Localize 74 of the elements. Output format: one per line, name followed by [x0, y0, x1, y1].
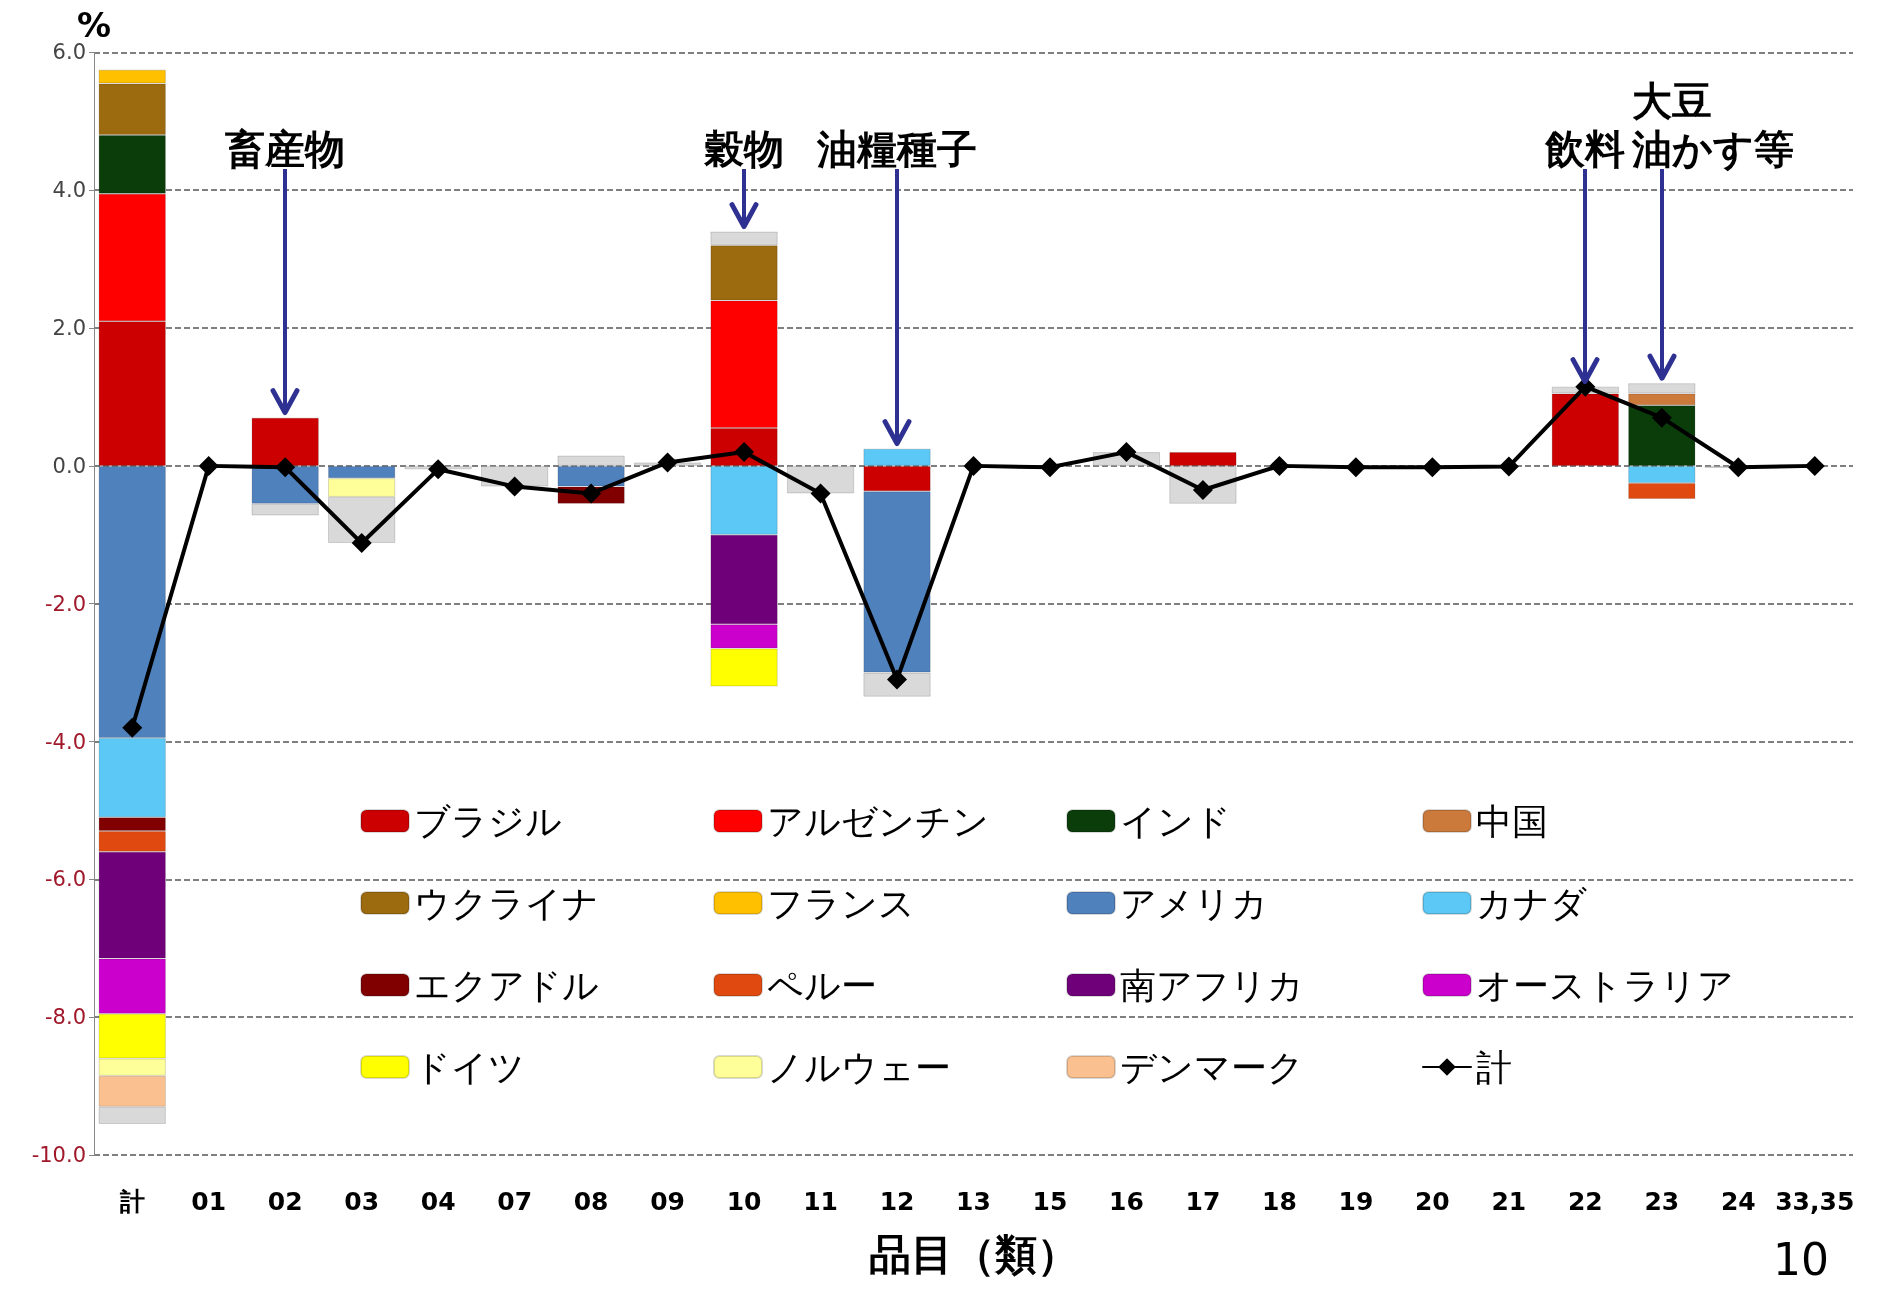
legend-label: 中国	[1476, 800, 1548, 842]
point	[1498, 456, 1519, 477]
legend-label: オーストラリア	[1476, 964, 1734, 1006]
point	[1039, 457, 1060, 478]
point	[351, 533, 372, 554]
y-tick-label: -4.0	[45, 729, 86, 754]
annotation: 穀物	[704, 125, 786, 173]
x-tick-label: 計	[118, 1187, 145, 1216]
point	[810, 483, 831, 504]
point	[1804, 455, 1825, 476]
legend-label: カナダ	[1476, 882, 1587, 924]
point	[122, 717, 143, 738]
point	[504, 476, 525, 497]
legend-label: ノルウェー	[767, 1046, 951, 1088]
legend-label: アメリカ	[1120, 882, 1268, 924]
point	[1116, 442, 1137, 463]
y-tick-label: -8.0	[45, 1005, 86, 1030]
annotation: 飲料	[1545, 125, 1627, 173]
legend-label: ブラジル	[414, 800, 562, 842]
y-tick-label: 2.0	[52, 316, 86, 341]
x-tick-label: 22	[1567, 1187, 1603, 1216]
text: 10	[1773, 1233, 1830, 1285]
y-tick-label: 0.0	[52, 453, 86, 478]
y-tick-label: 4.0	[52, 178, 86, 203]
x-tick-label: 20	[1414, 1187, 1450, 1216]
x-tick-label: 02	[267, 1187, 303, 1216]
point	[581, 483, 602, 504]
point	[1269, 455, 1290, 476]
x-tick-label: 10	[726, 1187, 762, 1216]
y-tick-label: -10.0	[31, 1143, 86, 1167]
x-tick-label: 09	[650, 1187, 685, 1216]
x-tick-label: 15	[1032, 1187, 1068, 1216]
point	[1422, 457, 1443, 478]
point	[1728, 457, 1749, 478]
x-tick-label: 33,35	[1775, 1187, 1855, 1216]
x-tick-label: 07	[497, 1187, 533, 1216]
legend-label: ウクライナ	[414, 882, 599, 924]
x-tick-label: 21	[1491, 1187, 1527, 1216]
point	[1345, 457, 1366, 478]
legend-label: 計	[1476, 1046, 1512, 1088]
x-tick-label: 19	[1338, 1187, 1374, 1216]
x-tick-label: 01	[191, 1187, 227, 1216]
x-tick-label: 13	[956, 1187, 991, 1216]
x-tick-label: 11	[803, 1187, 838, 1216]
y-tick-label: -6.0	[45, 867, 86, 892]
legend-label: デンマーク	[1120, 1046, 1304, 1088]
point	[963, 455, 984, 476]
x-tick-label: 08	[573, 1187, 609, 1216]
y-tick-label: -2.0	[45, 591, 86, 616]
point	[198, 455, 219, 476]
legend-label: エクアドル	[414, 964, 599, 1006]
annotation: 畜産物	[225, 125, 347, 173]
x-tick-label: 16	[1109, 1187, 1144, 1216]
x-tick-label: 23	[1644, 1187, 1680, 1216]
y-tick-label: 6.0	[52, 40, 86, 65]
legend-label: 南アフリカ	[1120, 964, 1304, 1006]
point	[275, 457, 296, 478]
legend-label: ペルー	[767, 964, 877, 1006]
annotation: 大豆油かす等	[1631, 77, 1795, 173]
x-tick-label: 18	[1262, 1187, 1297, 1216]
x-tick-label: 03	[344, 1187, 380, 1216]
legend-label: インド	[1120, 800, 1231, 842]
legend-label: フランス	[767, 882, 915, 924]
point	[428, 459, 449, 480]
legend-label: ドイツ	[414, 1046, 525, 1088]
x-axis-title: 品目（類）	[868, 1229, 1079, 1279]
point	[1651, 407, 1672, 428]
x-tick-label: 24	[1720, 1187, 1756, 1216]
point	[657, 452, 678, 473]
legend-label: アルゼンチン	[767, 800, 989, 842]
x-tick-label: 12	[879, 1187, 915, 1216]
annotation: 油糧種子	[817, 125, 978, 173]
x-tick-label: 17	[1185, 1187, 1221, 1216]
x-tick-label: 04	[420, 1187, 456, 1216]
